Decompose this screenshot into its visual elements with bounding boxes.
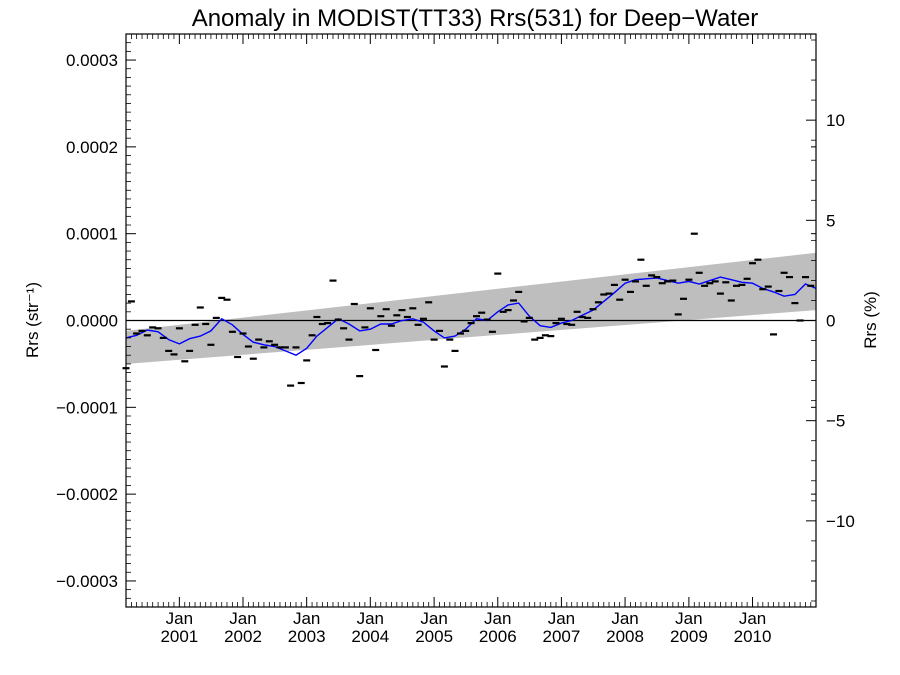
- x-tick-month: Jan: [166, 609, 193, 628]
- left-axis: 0.0003 0.0002 0.0001 0.0000 −0.0001 −0.0002 −0…: [56, 42, 816, 608]
- confidence-band: [126, 252, 816, 364]
- x-tick-year: 2010: [734, 627, 772, 646]
- x-tick-month: Jan: [293, 609, 320, 628]
- x-tick-year: 2004: [351, 627, 389, 646]
- x-tick-month: Jan: [611, 609, 638, 628]
- x-tick-month: Jan: [229, 609, 256, 628]
- chart-title: Anomaly in MODIST(TT33) Rrs(531) for Dee…: [192, 5, 759, 32]
- monthly-points: [122, 232, 815, 387]
- right-tick-label: 10: [826, 111, 845, 130]
- right-tick-label: −5: [826, 412, 845, 431]
- left-tick-label: −0.0003: [56, 572, 118, 591]
- x-tick-month: Jan: [484, 609, 511, 628]
- left-tick-label: −0.0002: [56, 485, 118, 504]
- x-axis: Jan2001Jan2002Jan2003Jan2004Jan2005Jan20…: [125, 34, 812, 646]
- y-axis-right-label: Rrs (%): [861, 291, 880, 349]
- x-tick-year: 2005: [415, 627, 453, 646]
- x-tick-month: Jan: [675, 609, 702, 628]
- right-tick-label: 5: [826, 211, 835, 230]
- y-axis-left-label: Rrs (str⁻¹): [23, 282, 42, 358]
- x-tick-month: Jan: [739, 609, 766, 628]
- x-tick-year: 2003: [288, 627, 326, 646]
- x-tick-month: Jan: [420, 609, 447, 628]
- x-tick-year: 2009: [670, 627, 708, 646]
- x-tick-year: 2001: [160, 627, 198, 646]
- x-tick-month: Jan: [357, 609, 384, 628]
- x-tick-year: 2008: [606, 627, 644, 646]
- left-tick-label: 0.0002: [66, 138, 118, 157]
- right-tick-label: 0: [826, 312, 835, 331]
- x-tick-year: 2002: [224, 627, 262, 646]
- x-tick-year: 2006: [479, 627, 517, 646]
- x-tick-month: Jan: [548, 609, 575, 628]
- right-tick-label: −10: [826, 512, 855, 531]
- left-tick-label: 0.0003: [66, 51, 118, 70]
- left-tick-label: −0.0001: [56, 398, 118, 417]
- left-tick-label: 0.0001: [66, 225, 118, 244]
- right-axis: 10 5 0 −5 −10: [806, 39, 855, 602]
- x-tick-year: 2007: [542, 627, 580, 646]
- left-tick-label: 0.0000: [66, 312, 118, 331]
